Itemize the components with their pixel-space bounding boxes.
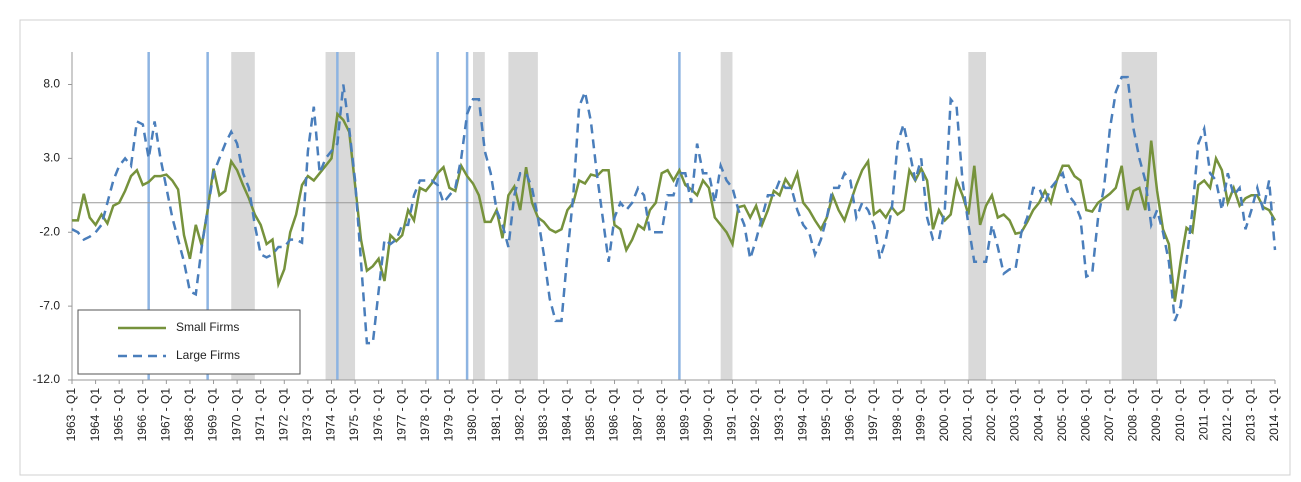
x-tick-label: 1964 - Q1 xyxy=(88,388,102,442)
x-tick-label: 1999 - Q1 xyxy=(913,388,927,442)
x-tick-label: 1987 - Q1 xyxy=(630,388,644,442)
legend-label: Large Firms xyxy=(176,348,240,362)
x-tick-label: 1976 - Q1 xyxy=(371,388,385,442)
x-tick-label: 2000 - Q1 xyxy=(937,388,951,442)
x-tick-label: 1972 - Q1 xyxy=(276,388,290,442)
x-tick-label: 1986 - Q1 xyxy=(607,388,621,442)
x-tick-label: 1965 - Q1 xyxy=(111,388,125,442)
x-tick-label: 2009 - Q1 xyxy=(1149,388,1163,442)
shaded-period xyxy=(325,52,356,380)
x-tick-label: 1992 - Q1 xyxy=(748,388,762,442)
x-tick-label: 1967 - Q1 xyxy=(159,388,173,442)
x-tick-label: 2013 - Q1 xyxy=(1244,388,1258,442)
chart-frame xyxy=(19,19,1291,476)
x-tick-label: 2014 - Q1 xyxy=(1267,388,1281,442)
shaded-period xyxy=(231,52,255,380)
series-line xyxy=(71,75,1277,345)
x-tick-label: 1971 - Q1 xyxy=(253,388,267,442)
x-tick-label: 1981 - Q1 xyxy=(489,388,503,442)
x-tick-label: 1978 - Q1 xyxy=(418,388,432,442)
shaded-period xyxy=(1121,52,1158,380)
x-tick-label: 2005 - Q1 xyxy=(1055,388,1069,442)
x-tick-label: 1989 - Q1 xyxy=(677,388,691,442)
x-tick-label: 1984 - Q1 xyxy=(560,388,574,442)
x-tick-label: 2002 - Q1 xyxy=(984,388,998,442)
x-tick-label: 1966 - Q1 xyxy=(135,388,149,442)
x-tick-label: 2010 - Q1 xyxy=(1173,388,1187,442)
legend-box xyxy=(77,309,301,375)
x-tick-label: 1993 - Q1 xyxy=(772,388,786,442)
x-tick-label: 2004 - Q1 xyxy=(1031,388,1045,442)
x-tick-label: 1985 - Q1 xyxy=(583,388,597,442)
x-tick-label: 1990 - Q1 xyxy=(701,388,715,442)
x-tick-label: 1995 - Q1 xyxy=(819,388,833,442)
x-tick-label: 1998 - Q1 xyxy=(890,388,904,442)
x-tick-label: 1979 - Q1 xyxy=(442,388,456,442)
x-tick-label: 1975 - Q1 xyxy=(347,388,361,442)
x-tick-label: 1988 - Q1 xyxy=(654,388,668,442)
x-tick-label: 2007 - Q1 xyxy=(1102,388,1116,442)
x-tick-label: 1974 - Q1 xyxy=(324,388,338,442)
shaded-period xyxy=(473,52,485,380)
x-tick-label: 1982 - Q1 xyxy=(512,388,526,442)
y-tick-label: -7.0 xyxy=(39,298,60,312)
x-tick-label: 1997 - Q1 xyxy=(866,388,880,442)
x-tick-label: 1963 - Q1 xyxy=(64,388,78,442)
shaded-period xyxy=(720,52,733,380)
x-tick-label: 1969 - Q1 xyxy=(206,388,220,442)
x-tick-label: 2006 - Q1 xyxy=(1078,388,1092,442)
x-tick-label: 2008 - Q1 xyxy=(1126,388,1140,442)
series-line xyxy=(72,111,1277,302)
x-tick-label: 2003 - Q1 xyxy=(1008,388,1022,442)
shaded-period xyxy=(968,52,987,380)
y-tick-label: -12.0 xyxy=(33,372,61,386)
x-tick-label: 2012 - Q1 xyxy=(1220,388,1234,442)
x-tick-label: 1973 - Q1 xyxy=(300,388,314,442)
y-tick-label: 8.0 xyxy=(43,77,60,91)
y-tick-label: 3.0 xyxy=(43,151,60,165)
x-tick-label: 1968 - Q1 xyxy=(182,388,196,442)
y-tick-label: -2.0 xyxy=(39,224,60,238)
x-tick-label: 1991 - Q1 xyxy=(725,388,739,442)
x-tick-label: 2011 - Q1 xyxy=(1196,388,1210,441)
legend-label: Small Firms xyxy=(176,320,239,334)
x-tick-label: 1977 - Q1 xyxy=(394,388,408,442)
x-tick-label: 1970 - Q1 xyxy=(229,388,243,442)
x-tick-label: 1980 - Q1 xyxy=(465,388,479,442)
x-tick-label: 1983 - Q1 xyxy=(536,388,550,442)
x-tick-label: 2001 - Q1 xyxy=(961,388,975,442)
shaded-period xyxy=(508,52,538,380)
x-tick-label: 1994 - Q1 xyxy=(795,388,809,442)
x-tick-label: 1996 - Q1 xyxy=(843,388,857,442)
